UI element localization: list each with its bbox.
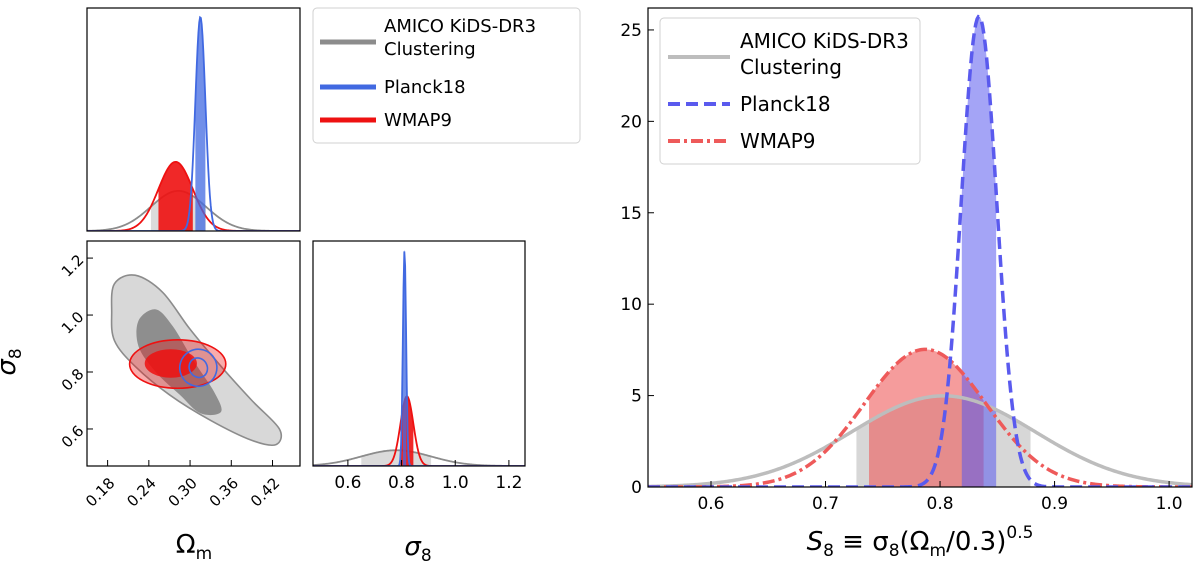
legend-left-box bbox=[312, 7, 581, 144]
legend-right: AMICO KiDS-DR3 Clustering Planck18 WMAP9 bbox=[659, 17, 921, 165]
joint-y-axis-label: σ8 bbox=[0, 348, 26, 375]
joint-y-ticks: 0.6 0.8 1.0 1.2 bbox=[58, 251, 93, 452]
legend-left-wmap-label: WMAP9 bbox=[384, 110, 452, 131]
legend-left-amico-label-2: Clustering bbox=[384, 39, 476, 60]
joint-x-axis-label: Ωm bbox=[176, 530, 212, 562]
legend-right-amico-label-2: Clustering bbox=[740, 55, 842, 79]
joint-xtick-label: 0.24 bbox=[123, 474, 159, 510]
s8-xtick-label: 0.7 bbox=[812, 494, 839, 514]
joint-planck-inner-contour bbox=[188, 357, 209, 379]
sigma8-amico-band bbox=[361, 450, 432, 466]
sigma8-marginal-curves bbox=[313, 250, 525, 466]
sigma8-marginal-panel: 0.6 0.8 1.0 1.2 σ8 bbox=[312, 240, 526, 562]
s8-xtick-label: 0.6 bbox=[697, 494, 724, 514]
legend-right-wmap-label: WMAP9 bbox=[740, 129, 816, 153]
sigma8-marginal-x-axis-label: σ8 bbox=[404, 532, 431, 562]
legend-right-amico-label-1: AMICO KiDS-DR3 bbox=[740, 29, 909, 53]
omega-m-marginal-curves bbox=[87, 15, 300, 231]
legend-right-planck-label: Planck18 bbox=[740, 92, 831, 116]
s8-ytick-label: 15 bbox=[620, 204, 642, 224]
legend-left-amico-label-1: AMICO KiDS-DR3 bbox=[384, 16, 536, 37]
s8-ytick-label: 10 bbox=[620, 295, 642, 315]
joint-frame bbox=[86, 240, 301, 467]
s8-frame bbox=[647, 7, 1193, 488]
s8-planck-band bbox=[961, 16, 997, 487]
sigma8-wmap-curve bbox=[313, 395, 525, 466]
s8-wmap-curve bbox=[648, 347, 1192, 487]
joint-xtick-label: 0.30 bbox=[165, 474, 201, 510]
legend-right-box bbox=[659, 17, 921, 165]
omega-m-marginal-panel bbox=[86, 7, 301, 232]
legend-left: AMICO KiDS-DR3 Clustering Planck18 WMAP9 bbox=[312, 7, 581, 144]
legend-left-planck-label: Planck18 bbox=[384, 77, 466, 98]
joint-planck-outer-contour bbox=[178, 348, 218, 388]
joint-ytick-label: 0.8 bbox=[58, 365, 88, 395]
s8-ytick-label: 0 bbox=[631, 478, 642, 498]
s8-xtick-label: 0.9 bbox=[1041, 494, 1068, 514]
s8-ytick-label: 5 bbox=[631, 387, 642, 407]
omega-m-sigma8-joint-panel: 0.180.240.300.360.42 0.6 0.8 1.0 1.2 σ8 Ωm bbox=[0, 240, 301, 562]
joint-ytick-label: 1.0 bbox=[58, 308, 88, 338]
s8-x-ticks: 0.6 0.7 0.8 0.9 1.0 bbox=[697, 481, 1183, 514]
s8-wmap-band bbox=[869, 349, 984, 487]
joint-x-ticks: 0.18 0.24 0.30 0.36 0.42 bbox=[82, 460, 283, 510]
s8-ytick-label: 25 bbox=[620, 21, 642, 41]
joint-ytick-label: 0.6 bbox=[58, 422, 88, 452]
omega-m-wmap-band bbox=[158, 161, 193, 231]
s8-xtick-label: 0.8 bbox=[927, 494, 954, 514]
sigma8-xtick-label: 0.6 bbox=[334, 473, 361, 493]
sigma8-xtick-label: 1.0 bbox=[442, 473, 469, 493]
omega-m-marginal-frame bbox=[86, 7, 301, 232]
s8-distribution-panel: 0.6 0.7 0.8 0.9 1.0 0 5 10 15 20 25 S8 ≡ σ8(Ωm/0.… bbox=[620, 7, 1193, 561]
joint-contours bbox=[110, 274, 283, 447]
sigma8-marginal-x-ticks: 0.6 0.8 1.0 1.2 bbox=[334, 460, 522, 493]
joint-xtick-label: 0.42 bbox=[247, 474, 283, 510]
sigma8-marginal-frame bbox=[312, 240, 526, 467]
omega-m-planck-curve bbox=[87, 15, 300, 231]
joint-xtick-label: 0.18 bbox=[82, 474, 118, 510]
s8-amico-curve bbox=[648, 394, 1192, 487]
sigma8-xtick-label: 0.8 bbox=[388, 473, 415, 493]
s8-xtick-label: 1.0 bbox=[1156, 494, 1183, 514]
s8-curves bbox=[648, 14, 1192, 487]
s8-planck-curve bbox=[648, 14, 1192, 487]
s8-y-ticks: 0 5 10 15 20 25 bbox=[620, 21, 654, 498]
joint-ytick-label: 1.2 bbox=[58, 251, 88, 281]
sigma8-planck-curve bbox=[313, 251, 525, 466]
sigma8-xtick-label: 1.2 bbox=[495, 473, 522, 493]
s8-ytick-label: 20 bbox=[620, 112, 642, 132]
joint-xtick-label: 0.36 bbox=[206, 474, 242, 510]
omega-m-planck-band bbox=[195, 16, 206, 231]
s8-x-axis-label: S8 ≡ σ8(Ωm/0.3)0.5 bbox=[807, 523, 1034, 561]
